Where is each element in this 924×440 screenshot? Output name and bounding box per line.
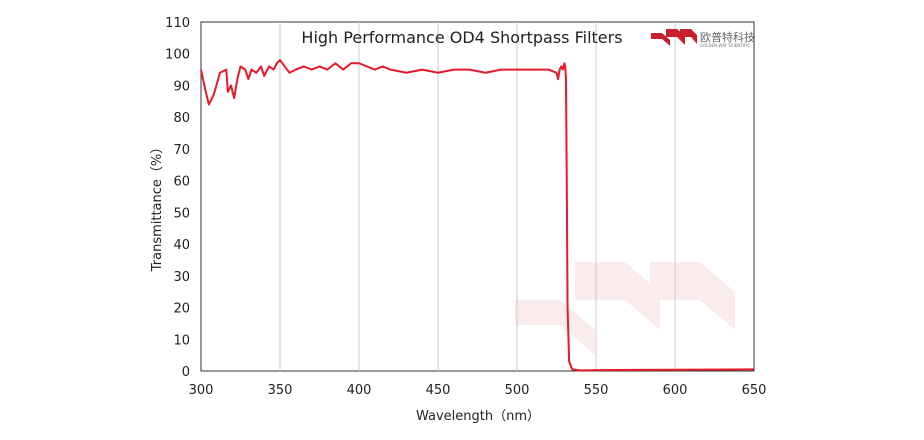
brand-logo-mark (651, 29, 697, 46)
x-tick-label: 650 (742, 383, 767, 398)
y-tick-label: 100 (165, 48, 190, 63)
chart-title: High Performance OD4 Shortpass Filters (301, 28, 622, 47)
x-tick-label: 400 (347, 383, 372, 398)
y-tick-label: 50 (173, 206, 190, 221)
x-tick-label: 300 (189, 383, 214, 398)
plot-frame (200, 21, 755, 372)
series-line (200, 59, 755, 372)
y-tick-label: 90 (173, 79, 190, 94)
x-tick-label: 600 (663, 383, 688, 398)
x-tick-label: 500 (505, 383, 530, 398)
brand-name-en: GOLDEN WAY SCIENTIFIC (700, 43, 750, 48)
y-tick-label: 10 (173, 333, 190, 348)
y-tick-label: 110 (165, 16, 190, 31)
x-tick-label: 350 (268, 383, 293, 398)
x-axis-ticks: 300 350 400 450 500 550 600 650 (189, 383, 767, 398)
watermark-logo (515, 262, 735, 355)
x-tick-label: 550 (584, 383, 609, 398)
brand-name-cn: 欧普特科技 (700, 30, 755, 44)
y-tick-label: 30 (173, 270, 190, 285)
y-axis-label: Transmittance（%） (150, 141, 165, 273)
x-tick-label: 450 (426, 383, 451, 398)
y-tick-label: 80 (173, 111, 190, 126)
y-tick-label: 40 (173, 238, 190, 253)
x-axis-label: Wavelength（nm） (416, 409, 540, 424)
series-layer (200, 59, 755, 372)
y-tick-label: 60 (173, 175, 190, 190)
y-tick-label: 0 (182, 365, 190, 380)
y-tick-label: 20 (173, 302, 190, 317)
y-axis-ticks: 0 10 20 30 40 50 60 70 80 90 100 110 (165, 16, 190, 380)
brand-logo: 欧普特科技 GOLDEN WAY SCIENTIFIC (651, 29, 755, 48)
gridlines (279, 22, 676, 371)
y-tick-label: 70 (173, 143, 190, 158)
